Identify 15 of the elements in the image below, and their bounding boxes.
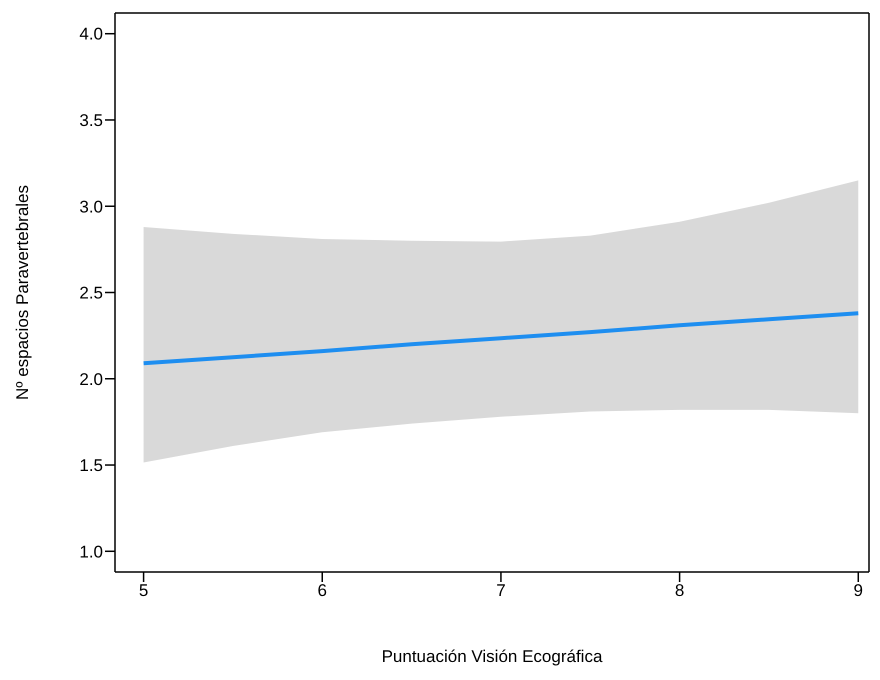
y-tick-label: 3.0 bbox=[79, 197, 103, 216]
y-axis-title: Nº espacios Paravertebrales bbox=[13, 184, 32, 400]
x-axis-title: Puntuación Visión Ecográfica bbox=[382, 647, 603, 666]
y-tick-label: 3.5 bbox=[79, 111, 103, 130]
line-series bbox=[142, 311, 860, 366]
x-tick-label: 7 bbox=[496, 581, 506, 600]
y-tick-label: 2.5 bbox=[79, 284, 103, 303]
x-tick-label: 6 bbox=[318, 581, 327, 600]
y-tick-label: 1.5 bbox=[79, 456, 103, 476]
x-tick-label: 5 bbox=[138, 581, 148, 600]
y-tick-label: 4.0 bbox=[79, 24, 103, 44]
y-tick-label: 1.0 bbox=[79, 542, 103, 562]
y-tick-label: 2.0 bbox=[79, 370, 103, 389]
x-tick-label: 8 bbox=[674, 581, 684, 600]
x-tick-label: 9 bbox=[854, 581, 864, 600]
